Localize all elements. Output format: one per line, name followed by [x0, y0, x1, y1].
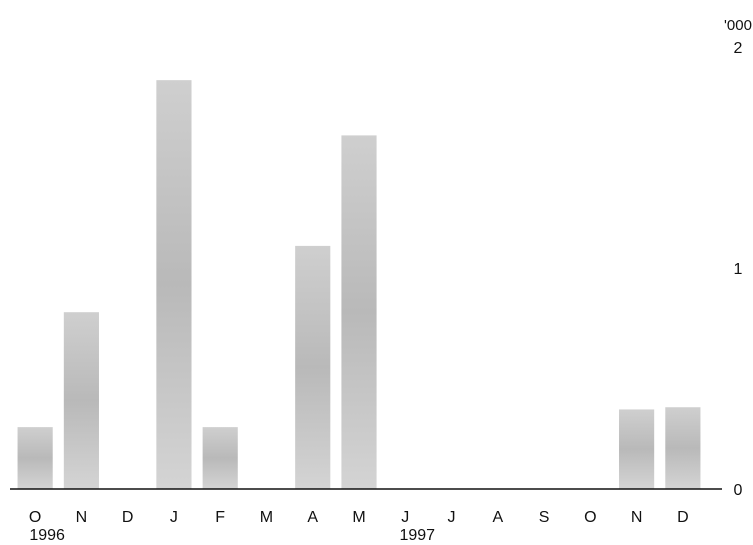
- x-tick-label-1: N: [76, 509, 88, 526]
- y-tick-label-0: 0: [734, 482, 743, 499]
- bar-7: [341, 135, 377, 489]
- x-tick-label-8: J: [401, 509, 409, 526]
- year-label-0: 1996: [29, 527, 65, 544]
- bar-4: [202, 427, 238, 489]
- x-tick-label-0: O: [29, 509, 41, 526]
- bars-group: [17, 80, 701, 490]
- x-tick-label-2: D: [122, 509, 134, 526]
- bar-14: [665, 407, 701, 489]
- x-tick-label-5: M: [260, 509, 273, 526]
- x-tick-label-12: O: [584, 509, 596, 526]
- x-tick-label-7: M: [352, 509, 365, 526]
- x-tick-label-11: S: [539, 509, 550, 526]
- y-tick-labels: 0 1 2: [734, 40, 743, 499]
- bar-0: [17, 427, 53, 489]
- x-tick-label-6: A: [307, 509, 318, 526]
- y-tick-label-1: 1: [734, 261, 743, 278]
- x-tick-label-13: N: [631, 509, 643, 526]
- x-tick-label-4: F: [215, 509, 225, 526]
- x-tick-label-9: J: [448, 509, 456, 526]
- x-tick-label-14: D: [677, 509, 689, 526]
- bar-1: [63, 312, 99, 489]
- bar-13: [619, 409, 655, 489]
- year-labels: 1996 1997: [29, 527, 435, 544]
- year-label-1: 1997: [399, 527, 435, 544]
- x-tick-label-10: A: [492, 509, 503, 526]
- bar-3: [156, 80, 192, 490]
- x-tick-label-3: J: [170, 509, 178, 526]
- y-tick-label-2: 2: [734, 40, 743, 57]
- y-unit-label: '000: [724, 17, 752, 34]
- bar-6: [295, 245, 331, 489]
